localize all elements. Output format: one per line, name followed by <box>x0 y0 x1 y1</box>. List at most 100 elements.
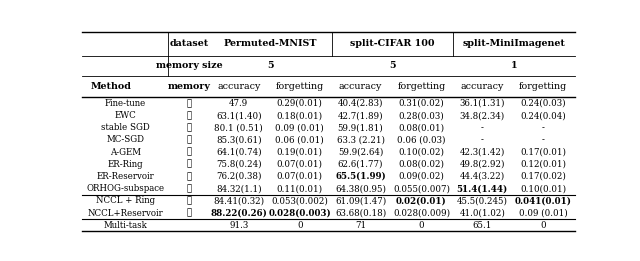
Text: forgetting: forgetting <box>276 82 324 91</box>
Text: 0.29(0.01): 0.29(0.01) <box>276 99 323 108</box>
Text: ✓: ✓ <box>186 160 191 169</box>
Text: 0.17(0.02): 0.17(0.02) <box>520 172 566 181</box>
Text: 62.6(1.77): 62.6(1.77) <box>338 160 383 169</box>
Text: split-CIFAR 100: split-CIFAR 100 <box>350 39 435 49</box>
Text: 0.24(0.04): 0.24(0.04) <box>520 111 566 120</box>
Text: -: - <box>481 123 484 132</box>
Text: Fine-tune: Fine-tune <box>105 99 146 108</box>
Text: 0.041(0.01): 0.041(0.01) <box>515 196 572 205</box>
Text: memory size: memory size <box>156 61 222 70</box>
Text: 40.4(2.83): 40.4(2.83) <box>338 99 383 108</box>
Text: 0.08(0.01): 0.08(0.01) <box>398 123 445 132</box>
Text: 0: 0 <box>297 221 303 230</box>
Text: 0.07(0.01): 0.07(0.01) <box>276 160 323 169</box>
Text: 63.1(1.40): 63.1(1.40) <box>216 111 262 120</box>
Text: EWC: EWC <box>115 111 136 120</box>
Text: accuracy: accuracy <box>339 82 382 91</box>
Text: 5: 5 <box>268 61 274 70</box>
Text: 34.8(2.34): 34.8(2.34) <box>460 111 505 120</box>
Text: ✓: ✓ <box>186 148 191 157</box>
Text: 45.5(0.245): 45.5(0.245) <box>457 196 508 205</box>
Text: ✓: ✓ <box>186 196 191 205</box>
Text: 0.06 (0.03): 0.06 (0.03) <box>397 135 445 145</box>
Text: 0.09(0.02): 0.09(0.02) <box>399 172 444 181</box>
Text: 63.3 (2.21): 63.3 (2.21) <box>337 135 385 145</box>
Text: 0.10(0.02): 0.10(0.02) <box>399 148 444 157</box>
Text: A-GEM: A-GEM <box>110 148 141 157</box>
Text: 0.08(0.02): 0.08(0.02) <box>399 160 444 169</box>
Text: 47.9: 47.9 <box>229 99 248 108</box>
Text: 0.19(0.01): 0.19(0.01) <box>276 148 323 157</box>
Text: 51.4(1.44): 51.4(1.44) <box>457 184 508 193</box>
Text: 1: 1 <box>511 61 518 70</box>
Text: 0: 0 <box>540 221 546 230</box>
Text: forgetting: forgetting <box>397 82 445 91</box>
Text: 65.1: 65.1 <box>472 221 492 230</box>
Text: 59.9(1.81): 59.9(1.81) <box>338 123 383 132</box>
Text: 85.3(0.61): 85.3(0.61) <box>216 135 262 145</box>
Text: 65.5(1.99): 65.5(1.99) <box>335 172 386 181</box>
Text: 59.9(2.64): 59.9(2.64) <box>338 148 383 157</box>
Text: 64.38(0.95): 64.38(0.95) <box>335 184 386 193</box>
Text: ER-Ring: ER-Ring <box>108 160 143 169</box>
Text: 0.18(0.01): 0.18(0.01) <box>276 111 323 120</box>
Text: ORHOG-subspace: ORHOG-subspace <box>86 184 164 193</box>
Text: 5: 5 <box>389 61 396 70</box>
Text: ✗: ✗ <box>186 135 191 145</box>
Text: ✓: ✓ <box>186 209 191 217</box>
Text: 44.4(3.22): 44.4(3.22) <box>460 172 505 181</box>
Text: ER-Reservoir: ER-Reservoir <box>97 172 154 181</box>
Text: ✗: ✗ <box>186 111 191 120</box>
Text: 49.8(2.92): 49.8(2.92) <box>460 160 505 169</box>
Text: 88.22(0.26): 88.22(0.26) <box>211 209 268 217</box>
Text: 84.32(1.1): 84.32(1.1) <box>216 184 262 193</box>
Text: 71: 71 <box>355 221 366 230</box>
Text: 61.09(1.47): 61.09(1.47) <box>335 196 386 205</box>
Text: ✓: ✓ <box>186 172 191 181</box>
Text: NCCL + Ring: NCCL + Ring <box>96 196 155 205</box>
Text: 0.24(0.03): 0.24(0.03) <box>520 99 566 108</box>
Text: forgetting: forgetting <box>519 82 567 91</box>
Text: 0: 0 <box>419 221 424 230</box>
Text: -: - <box>541 123 545 132</box>
Text: 0.12(0.01): 0.12(0.01) <box>520 160 566 169</box>
Text: 64.1(0.74): 64.1(0.74) <box>216 148 262 157</box>
Text: memory: memory <box>168 82 211 91</box>
Text: 0.02(0.01): 0.02(0.01) <box>396 196 447 205</box>
Text: 0.10(0.01): 0.10(0.01) <box>520 184 566 193</box>
Text: 42.7(1.89): 42.7(1.89) <box>338 111 383 120</box>
Text: 84.41(0.32): 84.41(0.32) <box>213 196 264 205</box>
Text: ✓: ✓ <box>186 184 191 193</box>
Text: 0.028(0.009): 0.028(0.009) <box>393 209 450 217</box>
Text: 0.055(0.007): 0.055(0.007) <box>393 184 450 193</box>
Text: 76.2(0.38): 76.2(0.38) <box>216 172 262 181</box>
Text: 0.07(0.01): 0.07(0.01) <box>276 172 323 181</box>
Text: 0.053(0.002): 0.053(0.002) <box>271 196 328 205</box>
Text: 0.09 (0.01): 0.09 (0.01) <box>519 209 568 217</box>
Text: accuracy: accuracy <box>217 82 260 91</box>
Text: dataset: dataset <box>170 39 209 49</box>
Text: 36.1(1.31): 36.1(1.31) <box>460 99 505 108</box>
Text: -: - <box>541 135 545 145</box>
Text: split-MiniImagenet: split-MiniImagenet <box>463 39 566 49</box>
Text: -: - <box>481 135 484 145</box>
Text: 75.8(0.24): 75.8(0.24) <box>216 160 262 169</box>
Text: 0.17(0.01): 0.17(0.01) <box>520 148 566 157</box>
Text: ✗: ✗ <box>186 99 191 108</box>
Text: MC-SGD: MC-SGD <box>106 135 145 145</box>
Text: accuracy: accuracy <box>461 82 504 91</box>
Text: 80.1 (0.51): 80.1 (0.51) <box>214 123 263 132</box>
Text: 42.3(1.42): 42.3(1.42) <box>460 148 505 157</box>
Text: 91.3: 91.3 <box>229 221 248 230</box>
Text: NCCL+Reservoir: NCCL+Reservoir <box>88 209 163 217</box>
Text: 0.28(0.03): 0.28(0.03) <box>399 111 444 120</box>
Text: 41.0(1.02): 41.0(1.02) <box>460 209 505 217</box>
Text: 0.31(0.02): 0.31(0.02) <box>399 99 444 108</box>
Text: 63.68(0.18): 63.68(0.18) <box>335 209 386 217</box>
Text: stable SGD: stable SGD <box>101 123 150 132</box>
Text: 0.11(0.01): 0.11(0.01) <box>276 184 323 193</box>
Text: 0.09 (0.01): 0.09 (0.01) <box>275 123 324 132</box>
Text: 0.06 (0.01): 0.06 (0.01) <box>275 135 324 145</box>
Text: Method: Method <box>91 82 132 91</box>
Text: Permuted-MNIST: Permuted-MNIST <box>224 39 317 49</box>
